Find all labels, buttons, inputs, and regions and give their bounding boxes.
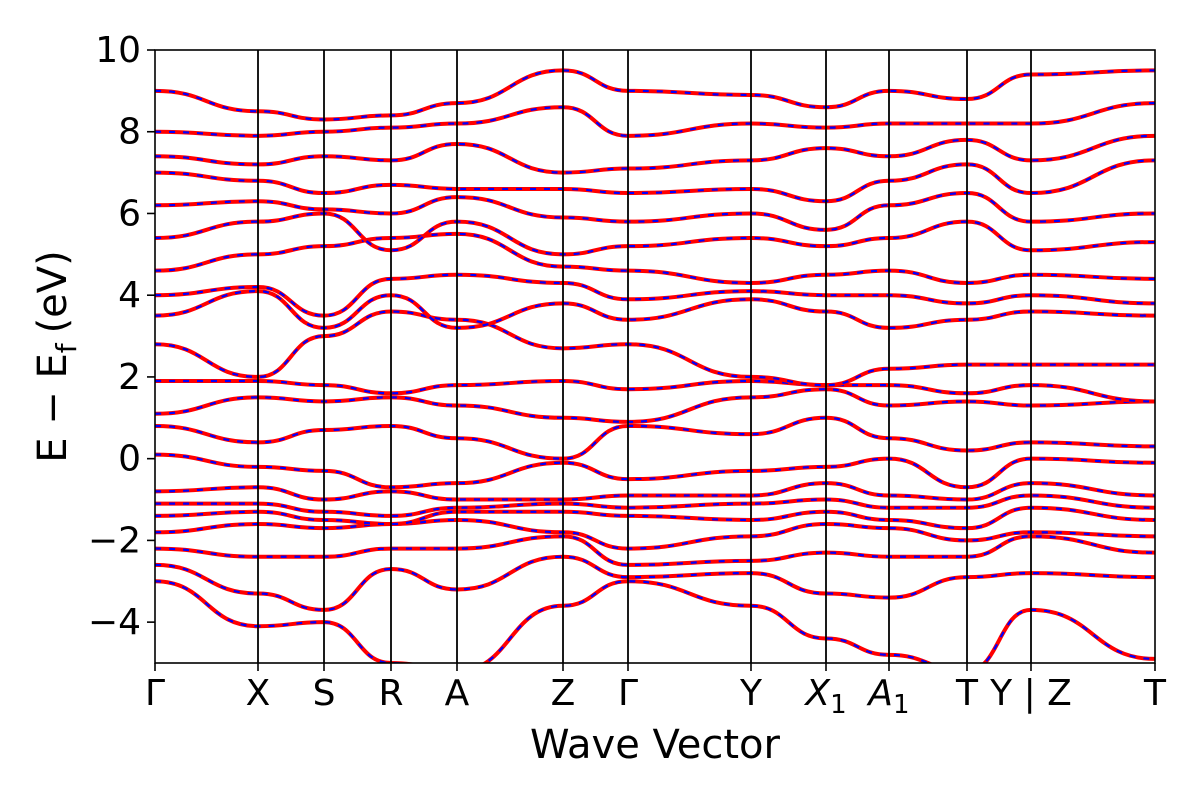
band-20-model	[155, 69, 1155, 121]
y-tick-label-0: −4	[88, 602, 141, 643]
kpoint-label-11: Y | Z	[989, 673, 1072, 714]
y-axis-label-sub: f	[50, 342, 83, 353]
kpoint-lines	[257, 50, 1032, 663]
y-axis-ticks: −4 −2 0 2 4 6 8 10	[88, 30, 155, 643]
kpoint-label-3: R	[378, 673, 403, 714]
y-tick-label-3: 2	[118, 357, 141, 398]
y-tick-label-4: 4	[118, 275, 141, 316]
kpoint-label-10: T	[955, 673, 979, 714]
kpoint-label-4: A	[445, 673, 470, 714]
band-8-dft	[155, 415, 1155, 461]
y-axis-label-unit: (eV)	[30, 250, 76, 333]
y-axis-label: E − Ef (eV)	[30, 250, 83, 463]
kpoint-label-6: Γ	[618, 673, 638, 714]
kpoint-label-5: Z	[551, 673, 576, 714]
band-0-dft	[155, 579, 1155, 663]
band-8-model	[155, 416, 1155, 460]
kpoint-label-9: A1	[866, 673, 909, 720]
band-6-dft	[155, 481, 1155, 502]
kpoint-label-0: Γ	[145, 673, 165, 714]
band-20-dft	[155, 68, 1155, 122]
band-9-dft	[155, 387, 1155, 424]
band-2-model	[155, 535, 1155, 567]
y-tick-label-6: 8	[118, 112, 141, 153]
kpoint-label-8: X1	[803, 673, 846, 720]
kpoint-label-2: S	[313, 673, 336, 714]
band-2-dft	[155, 534, 1155, 567]
band-7-dft	[155, 452, 1155, 490]
kpoint-label-12: T	[1143, 673, 1167, 714]
plot-frame	[154, 49, 1156, 664]
band-16-model	[155, 191, 1155, 231]
band-13-dft	[155, 272, 1155, 318]
kpoint-label-1: X	[246, 673, 271, 714]
bands-layer	[155, 68, 1155, 663]
kpoint-label-7: Y	[739, 673, 763, 714]
y-tick-label-2: 0	[118, 439, 141, 480]
band-10-dft	[155, 379, 1155, 404]
y-tick-label-1: −2	[88, 520, 141, 561]
y-tick-label-7: 10	[95, 30, 141, 71]
x-axis-label: Wave Vector	[530, 722, 781, 768]
y-axis-label-main: E − E	[30, 353, 76, 463]
band-0-model	[155, 580, 1155, 663]
y-tick-label-5: 6	[118, 193, 141, 234]
